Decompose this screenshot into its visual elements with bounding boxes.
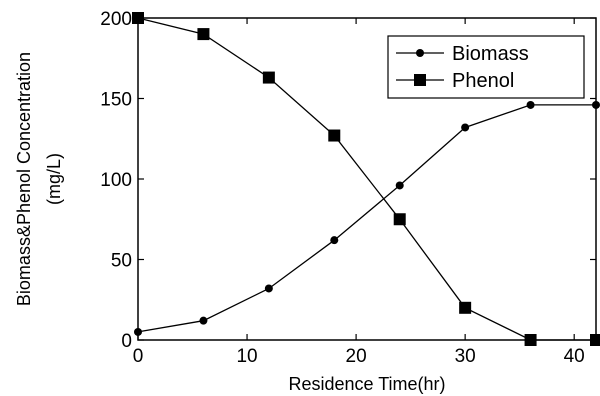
- data-point: [461, 123, 470, 132]
- data-point: [393, 213, 406, 226]
- x-tick-label: 0: [133, 346, 144, 367]
- y-tick-label: 100: [100, 170, 132, 191]
- y-tick-label: 200: [100, 9, 132, 30]
- series-layer: [132, 12, 600, 346]
- y-tick-label: 50: [111, 251, 132, 272]
- data-point: [328, 129, 341, 142]
- data-point: [395, 181, 404, 190]
- data-point: [524, 334, 537, 346]
- series-line: [137, 104, 596, 333]
- data-point: [264, 284, 273, 293]
- legend-item-phenol: Phenol: [396, 70, 514, 92]
- data-point: [197, 28, 210, 41]
- data-point: [592, 100, 600, 109]
- axis-ticks: 0 10 20 30 40 0 50 100 150 200: [100, 9, 596, 367]
- series-biomass: [134, 100, 600, 336]
- x-tick-label: 20: [346, 346, 367, 367]
- data-point: [590, 334, 600, 346]
- data-point: [330, 236, 339, 245]
- data-point: [262, 71, 275, 84]
- x-tick-label: 10: [236, 346, 257, 367]
- legend-marker: [416, 49, 424, 57]
- data-point: [199, 316, 208, 325]
- y-tick-label: 150: [100, 90, 132, 111]
- y-tick-label: 0: [121, 331, 132, 352]
- series-line: [137, 17, 596, 341]
- x-tick-label: 30: [455, 346, 476, 367]
- legend-box: [387, 35, 585, 99]
- legend-label: Biomass: [452, 43, 529, 65]
- data-point: [132, 12, 144, 24]
- legend-marker: [414, 74, 426, 86]
- series-phenol: [132, 12, 600, 346]
- y-axis-title-line-1: Biomass&Phenol Concentration: [14, 52, 34, 306]
- data-point: [526, 100, 535, 109]
- legend-label: Phenol: [452, 70, 514, 92]
- data-point: [459, 301, 472, 314]
- legend-item-biomass: Biomass: [396, 43, 529, 65]
- legend: Biomass Phenol: [387, 35, 585, 99]
- x-tick-label: 40: [564, 346, 585, 367]
- y-axis-title-line-2: (mg/L): [44, 153, 64, 205]
- data-point: [134, 327, 142, 336]
- x-axis-title: Residence Time(hr): [288, 374, 445, 394]
